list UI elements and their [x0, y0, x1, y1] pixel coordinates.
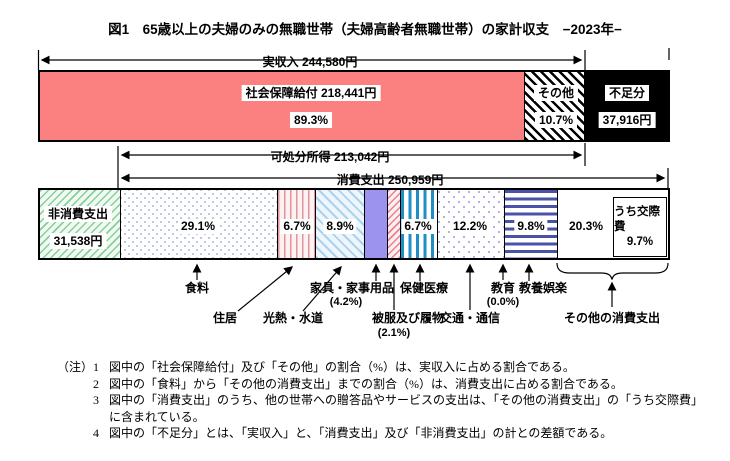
note-number: 2 — [93, 376, 100, 391]
pct-housing: 6.7% — [280, 219, 314, 234]
disposable-income-label: 可処分所得 213,042円 — [263, 148, 397, 165]
note-number: 4 — [93, 426, 100, 440]
label-utilities: 光熱・水道 — [262, 311, 324, 325]
note-text: に含まれている。 — [109, 409, 205, 424]
social-security-label: 社会保障給付 218,441円 — [241, 85, 381, 101]
social-security-segment — [40, 72, 525, 140]
label-education-pct: (0.0%) — [486, 296, 520, 308]
label-medical: 保健医療 — [399, 281, 449, 295]
note-text: 図中の「消費支出」のうち、他の世帯への贈答品やサービスの支出は、「その他の消費支… — [109, 393, 704, 407]
deficit-segment — [583, 72, 668, 140]
pct-food: 29.1% — [177, 219, 219, 234]
chart-title: 図1 65歳以上の夫婦のみの無職世帯（夫婦高齢者無職世帯）の家計収支 −2023… — [108, 22, 622, 37]
income-other-segment — [524, 72, 584, 140]
note-number — [93, 409, 109, 426]
entertainment-expense-box: うち交際費 9.7% — [613, 197, 667, 257]
notes-block: （注） 1 図中の「社会保障給付」及び「その他」の割合（%）は、実収入に占める割… — [57, 359, 703, 442]
notes-heading: （注） — [57, 360, 94, 374]
label-recreation: 教養娯楽 — [518, 281, 568, 295]
arrow-housing — [237, 266, 294, 312]
pct-recreation: 9.8% — [514, 219, 548, 234]
note-number: 1 — [93, 360, 100, 374]
non-consumption-label: 非消費支出 — [43, 206, 113, 222]
label-education: 教育 — [490, 281, 516, 295]
note-text: 図中の「社会保障給付」及び「その他」の割合（%）は、実収入に占める割合である。 — [109, 360, 575, 374]
segment-clothing — [387, 190, 400, 258]
segment-furniture — [363, 190, 388, 258]
label-food: 食料 — [184, 281, 210, 295]
actual-income-group — [40, 72, 584, 140]
other-consumption-brace — [556, 262, 669, 280]
income-other-pct: 10.7% — [534, 112, 578, 128]
pct-transport: 12.2% — [449, 219, 491, 234]
actual-income-label: 実収入 244,580円 — [255, 53, 365, 70]
label-furniture: 家具・家事用品 — [309, 281, 395, 295]
label-housing: 住居 — [212, 311, 238, 325]
pct-medical: 6.7% — [401, 219, 435, 234]
label-other-consumption: その他の消費支出 — [563, 311, 661, 325]
note-number: 3 — [93, 393, 100, 407]
deficit-amount: 37,916円 — [598, 112, 656, 128]
label-clothing: 被服及び履物 — [371, 311, 445, 325]
note-text: 図中の「不足分」とは、「実収入」と、「消費支出」及び「非消費支出」の計との差額で… — [109, 426, 613, 440]
pct-utilities: 8.9% — [323, 219, 357, 234]
non-consumption-amount: 31,538円 — [49, 233, 107, 249]
social-security-pct: 89.3% — [289, 112, 333, 128]
consumption-expenditure-label: 消費支出 250,959円 — [329, 171, 451, 188]
pct-other-consumption: 20.3% — [565, 219, 607, 234]
label-clothing-pct: (2.1%) — [377, 327, 411, 339]
label-furniture-pct: (4.2%) — [329, 296, 363, 308]
entertainment-expense-label: うち交際費 — [614, 205, 660, 233]
deficit-label: 不足分 — [604, 85, 650, 101]
income-other-label: その他 — [533, 85, 579, 101]
income-bar — [38, 70, 670, 142]
label-transport: 交通・通信 — [439, 311, 501, 325]
segment-food — [120, 190, 278, 258]
note-text: 図中の「食料」から「その他の消費支出」までの割合（%）は、消費支出に占める割合で… — [109, 376, 623, 391]
entertainment-expense-pct: 9.7% — [626, 235, 654, 248]
